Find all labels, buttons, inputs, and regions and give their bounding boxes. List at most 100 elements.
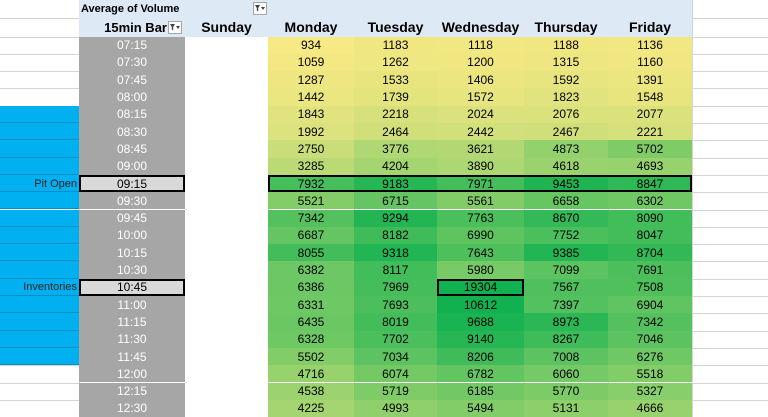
sunday-cell	[185, 244, 268, 262]
annotation-cell	[0, 157, 79, 175]
sunday-cell	[185, 226, 268, 245]
value-cell: 8047	[608, 226, 692, 245]
time-cell: 11:30	[79, 330, 185, 348]
value-cell: 1160	[608, 53, 692, 72]
value-cell: 4716	[268, 365, 354, 383]
time-cell: 09:30	[79, 192, 185, 210]
value-cell: 1406	[437, 71, 524, 89]
value-cell: 1843	[268, 105, 354, 123]
time-cell: 09:45	[79, 209, 185, 227]
value-cell: 1592	[524, 71, 608, 89]
value-cell: 7008	[524, 347, 608, 366]
value-cell: 5770	[524, 382, 608, 400]
value-cell: 9294	[354, 209, 437, 227]
value-cell: 6435	[268, 313, 354, 331]
value-cell: 1548	[608, 88, 692, 106]
value-cell: 5502	[268, 347, 354, 366]
sunday-cell	[185, 36, 268, 54]
sunday-cell	[185, 71, 268, 89]
value-cell: 9183	[354, 174, 437, 193]
value-cell: 6782	[437, 365, 524, 383]
time-cell: 12:00	[79, 365, 185, 383]
value-cell: 4666	[608, 399, 692, 417]
value-cell: 1136	[608, 36, 692, 54]
annotation-cell	[0, 330, 79, 348]
annotation-cell	[0, 296, 79, 314]
time-cell: 07:45	[79, 71, 185, 89]
filter-dropdown-icon	[170, 24, 180, 31]
column-header-thursday: Thursday	[534, 19, 598, 35]
value-cell: 6386	[268, 278, 354, 296]
value-cell: 6060	[524, 365, 608, 383]
value-cell: 8182	[354, 226, 437, 245]
value-cell: 7567	[524, 278, 608, 296]
annotation-cell	[0, 209, 79, 227]
value-cell: 8267	[524, 330, 608, 348]
value-cell: 7971	[437, 174, 524, 193]
sunday-cell	[185, 209, 268, 227]
sunday-cell	[185, 88, 268, 106]
value-cell: 1572	[437, 88, 524, 106]
value-cell: 4204	[354, 157, 437, 175]
sunday-cell	[185, 278, 268, 296]
value-cell: 10612	[437, 296, 524, 314]
column-header-friday: Friday	[628, 19, 671, 35]
value-cell: 5980	[437, 261, 524, 279]
column-header-sunday: Sunday	[201, 19, 252, 35]
annotation-cell	[0, 123, 79, 141]
column-filter-button[interactable]	[253, 2, 267, 15]
row-header-15min-bar: 15min Bar	[104, 19, 167, 35]
value-cell: 9453	[524, 174, 608, 193]
value-cell: 1739	[354, 88, 437, 106]
annotation-cell	[0, 140, 79, 158]
time-cell: 08:45	[79, 140, 185, 158]
value-cell: 5494	[437, 399, 524, 417]
value-cell: 4873	[524, 140, 608, 158]
time-cell: 10:00	[79, 226, 185, 245]
column-header-tuesday: Tuesday	[367, 19, 424, 35]
value-cell: 6990	[437, 226, 524, 245]
time-cell: 11:15	[79, 313, 185, 331]
value-cell: 5719	[354, 382, 437, 400]
value-cell: 1287	[268, 71, 354, 89]
sunday-cell	[185, 330, 268, 348]
value-cell: 7508	[608, 278, 692, 296]
value-cell: 2221	[608, 123, 692, 141]
annotation-cell	[0, 347, 79, 366]
sunday-cell	[185, 140, 268, 158]
value-cell: 7691	[608, 261, 692, 279]
value-cell: 7643	[437, 244, 524, 262]
sunday-cell	[185, 399, 268, 417]
value-cell: 6382	[268, 261, 354, 279]
value-cell: 7342	[608, 313, 692, 331]
value-cell: 8055	[268, 244, 354, 262]
value-cell: 5702	[608, 140, 692, 158]
value-cell: 8090	[608, 209, 692, 227]
value-cell: 1315	[524, 53, 608, 72]
value-cell: 2464	[354, 123, 437, 141]
value-cell: 7969	[354, 278, 437, 296]
value-cell: 8704	[608, 244, 692, 262]
sunday-cell	[185, 123, 268, 141]
value-cell: 6074	[354, 365, 437, 383]
time-cell: 08:00	[79, 88, 185, 106]
row-filter-button[interactable]	[168, 21, 182, 34]
value-cell: 1188	[524, 36, 608, 54]
value-cell: 1183	[354, 36, 437, 54]
value-cell: 5518	[608, 365, 692, 383]
time-cell: 10:15	[79, 244, 185, 262]
value-cell: 1992	[268, 123, 354, 141]
sunday-cell	[185, 365, 268, 383]
value-cell: 2076	[524, 105, 608, 123]
value-cell: 19304	[437, 278, 524, 296]
time-cell: 12:30	[79, 399, 185, 417]
time-cell: 08:15	[79, 105, 185, 123]
annotation-cell	[0, 174, 79, 193]
value-cell: 4993	[354, 399, 437, 417]
value-cell: 4618	[524, 157, 608, 175]
annotation-pit-open: Pit Open	[34, 177, 77, 190]
value-cell: 2750	[268, 140, 354, 158]
value-cell: 7034	[354, 347, 437, 366]
annotation-cell	[0, 192, 79, 210]
